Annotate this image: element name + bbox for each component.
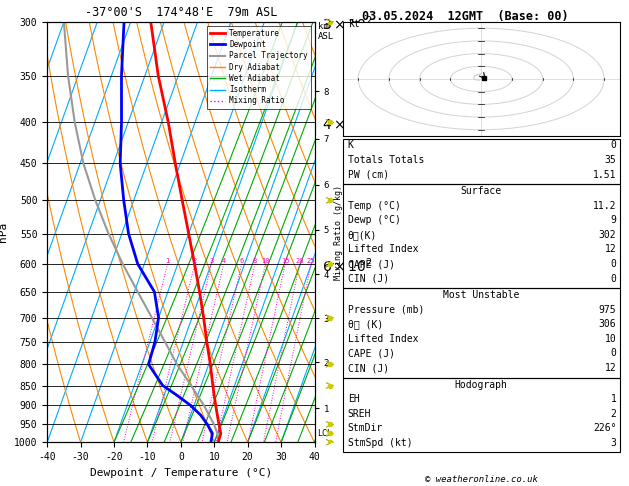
Text: 302: 302: [599, 230, 616, 240]
Legend: Temperature, Dewpoint, Parcel Trajectory, Dry Adiabat, Wet Adiabat, Isotherm, Mi: Temperature, Dewpoint, Parcel Trajectory…: [207, 26, 311, 108]
Text: 0: 0: [611, 274, 616, 284]
Text: 15: 15: [281, 258, 289, 264]
Text: 0: 0: [611, 259, 616, 269]
Text: 226°: 226°: [593, 423, 616, 434]
Text: 12: 12: [604, 244, 616, 255]
Text: 12: 12: [604, 363, 616, 373]
Text: 0: 0: [611, 348, 616, 359]
Text: Mixing Ratio (g/kg): Mixing Ratio (g/kg): [334, 185, 343, 279]
Text: 10: 10: [261, 258, 270, 264]
Text: Totals Totals: Totals Totals: [348, 155, 424, 165]
X-axis label: Dewpoint / Temperature (°C): Dewpoint / Temperature (°C): [90, 468, 272, 478]
Text: 975: 975: [599, 305, 616, 315]
Text: 3: 3: [209, 258, 213, 264]
Text: Lifted Index: Lifted Index: [348, 334, 418, 344]
Y-axis label: hPa: hPa: [0, 222, 8, 242]
Text: Hodograph: Hodograph: [455, 380, 508, 390]
Text: km
ASL: km ASL: [318, 22, 334, 41]
Text: EH: EH: [348, 394, 360, 404]
Text: Pressure (mb): Pressure (mb): [348, 305, 424, 315]
Text: SREH: SREH: [348, 409, 371, 419]
Text: Temp (°C): Temp (°C): [348, 201, 401, 211]
Text: 1: 1: [165, 258, 170, 264]
Text: 1.51: 1.51: [593, 170, 616, 180]
Text: CAPE (J): CAPE (J): [348, 348, 395, 359]
Text: 9: 9: [611, 215, 616, 226]
Text: 20: 20: [296, 258, 304, 264]
Text: PW (cm): PW (cm): [348, 170, 389, 180]
Text: Dewp (°C): Dewp (°C): [348, 215, 401, 226]
Text: Lifted Index: Lifted Index: [348, 244, 418, 255]
Text: LCL: LCL: [317, 429, 332, 438]
Text: K: K: [348, 140, 353, 151]
Text: 11.2: 11.2: [593, 201, 616, 211]
Text: 0: 0: [611, 140, 616, 151]
Text: Most Unstable: Most Unstable: [443, 290, 520, 300]
Text: 6: 6: [240, 258, 244, 264]
Text: CAPE (J): CAPE (J): [348, 259, 395, 269]
Text: 4: 4: [221, 258, 226, 264]
Text: 306: 306: [599, 319, 616, 330]
Text: θᴄ (K): θᴄ (K): [348, 319, 383, 330]
Text: CIN (J): CIN (J): [348, 274, 389, 284]
Text: 8: 8: [253, 258, 257, 264]
Text: Surface: Surface: [460, 186, 502, 196]
Text: θᴄ(K): θᴄ(K): [348, 230, 377, 240]
Text: -37°00'S  174°48'E  79m ASL: -37°00'S 174°48'E 79m ASL: [85, 6, 277, 19]
Text: 03.05.2024  12GMT  (Base: 00): 03.05.2024 12GMT (Base: 00): [362, 10, 569, 23]
Text: CIN (J): CIN (J): [348, 363, 389, 373]
Text: 2: 2: [192, 258, 197, 264]
Text: 25: 25: [307, 258, 315, 264]
Text: © weatheronline.co.uk: © weatheronline.co.uk: [425, 474, 538, 484]
Text: 35: 35: [604, 155, 616, 165]
Text: 2: 2: [611, 409, 616, 419]
Text: StmDir: StmDir: [348, 423, 383, 434]
Text: 10: 10: [604, 334, 616, 344]
Text: 3: 3: [611, 438, 616, 448]
Text: kt: kt: [349, 19, 360, 29]
Text: 1: 1: [611, 394, 616, 404]
Text: StmSpd (kt): StmSpd (kt): [348, 438, 413, 448]
